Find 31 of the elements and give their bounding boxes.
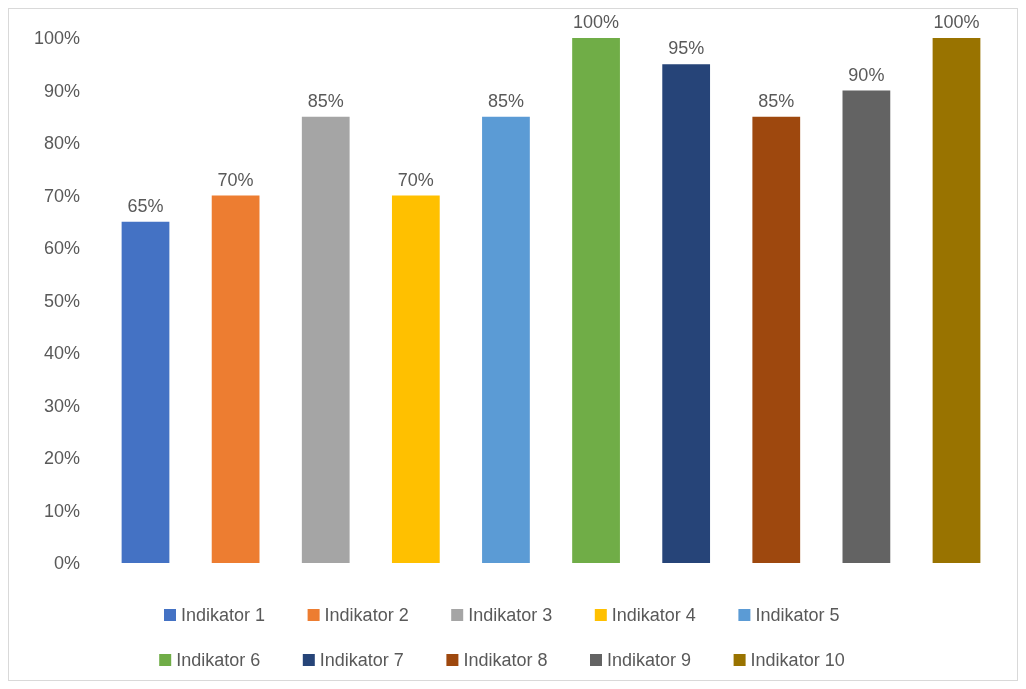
data-label: 95% (668, 38, 705, 59)
y-tick-label: 0% (53, 553, 80, 574)
y-tick-label: 20% (43, 448, 80, 469)
data-label: 85% (758, 90, 795, 111)
legend-label: Indikator 9 (607, 650, 692, 671)
y-tick-label: 10% (43, 500, 80, 521)
legend-label: Indikator 6 (176, 650, 261, 671)
legend-label: Indikator 2 (324, 605, 409, 626)
legend-label: Indikator 10 (750, 650, 845, 671)
data-label: 85% (307, 90, 344, 111)
legend-label: Indikator 7 (319, 650, 404, 671)
data-label: 90% (848, 64, 885, 85)
y-tick-label: 60% (43, 238, 80, 259)
data-label: 85% (487, 90, 524, 111)
data-label: 65% (127, 195, 164, 216)
legend-label: Indikator 5 (755, 605, 840, 626)
legend-label: Indikator 4 (611, 605, 696, 626)
data-label: 70% (397, 169, 434, 190)
y-tick-label: 80% (43, 133, 80, 154)
y-tick-label: 50% (43, 290, 80, 311)
legend-label: Indikator 1 (181, 605, 266, 626)
y-tick-label: 40% (43, 343, 80, 364)
y-tick-label: 30% (43, 395, 80, 416)
y-tick-label: 70% (43, 185, 80, 206)
data-label: 70% (217, 169, 254, 190)
data-label: 100% (573, 12, 620, 32)
y-tick-label: 90% (43, 80, 80, 101)
legend-label: Indikator 8 (463, 650, 548, 671)
data-label: 100% (933, 12, 980, 32)
legend-label: Indikator 3 (468, 605, 553, 626)
y-tick-label: 100% (33, 28, 80, 49)
